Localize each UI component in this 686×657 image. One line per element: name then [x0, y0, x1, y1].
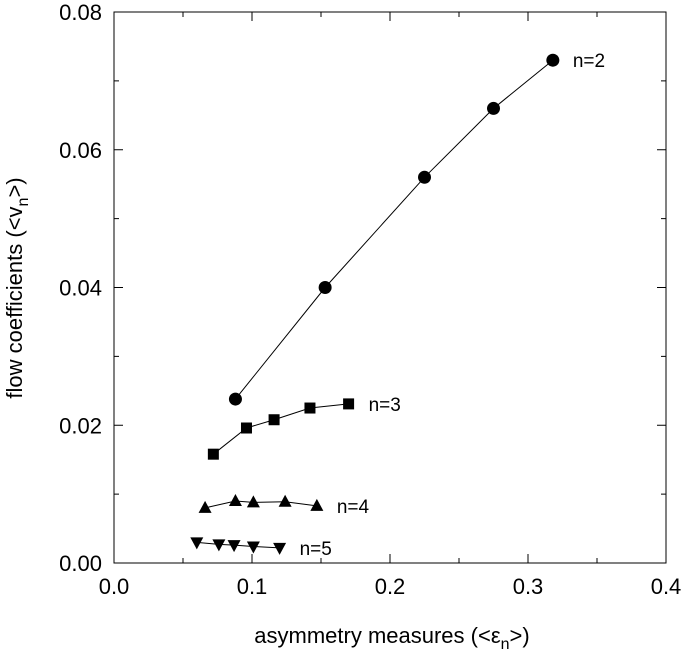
series-layer: [190, 53, 560, 555]
plot-frame: [113, 11, 667, 564]
data-point-triangle-down: [246, 541, 260, 554]
x-axis-title: asymmetry measures (<εn>): [254, 623, 529, 653]
labels-layer: n=2 n=3 n=4n=5: [300, 51, 605, 560]
data-point-square: [207, 448, 219, 460]
data-point-triangle-down: [190, 537, 204, 550]
data-point-circle: [228, 392, 242, 406]
x-axis-title-suffix: >): [510, 623, 530, 648]
y-axis-title-suffix: >): [2, 177, 27, 197]
series-label-n4: n=4: [337, 497, 370, 518]
data-point-triangle-up: [198, 500, 212, 513]
x-tick-label: 0.4: [651, 574, 682, 599]
data-point-triangle-up: [246, 495, 260, 508]
x-tick-label: 0.3: [513, 574, 544, 599]
data-point-triangle-up: [228, 494, 242, 507]
series-line-n4: [204, 500, 317, 509]
series-line-n3: [213, 403, 349, 455]
data-point-triangle-down: [227, 540, 241, 553]
data-point-circle: [318, 281, 332, 294]
x-axis-title-prefix: asymmetry measures (<: [254, 623, 491, 648]
data-point-triangle-up: [310, 498, 324, 511]
x-axis-title-symbol: ε: [491, 623, 501, 648]
data-point-circle: [418, 170, 431, 184]
series-label-n2: n=2: [573, 51, 605, 72]
y-axis-title: flow coefficients (<vn>): [2, 177, 32, 398]
data-point-circle: [546, 53, 560, 67]
y-axis-title-subscript: n: [15, 198, 32, 207]
x-tick-label: 0.2: [375, 574, 406, 599]
y-axis-title-prefix: flow coefficients (<: [2, 217, 27, 398]
series-label-n3: n=3: [369, 395, 401, 416]
x-tick-label: 0.1: [237, 574, 268, 599]
x-axis-title-subscript: n: [501, 636, 510, 653]
series-label-n5: n=5: [300, 539, 332, 560]
y-tick-label: 0.08: [59, 0, 102, 25]
data-point-square: [343, 398, 355, 410]
y-tick-label: 0.06: [59, 138, 102, 163]
data-point-square: [268, 414, 280, 426]
y-tick-label: 0.00: [59, 551, 102, 576]
data-point-circle: [487, 101, 500, 115]
y-axis-title-symbol: v: [2, 206, 27, 217]
data-point-triangle-up: [278, 494, 292, 507]
data-point-triangle-down: [212, 539, 226, 552]
series-line-n2: [235, 59, 554, 400]
x-tick-label: 0.0: [99, 574, 130, 599]
data-point-square: [240, 422, 252, 434]
data-point-triangle-down: [273, 542, 287, 555]
data-point-square: [304, 402, 316, 414]
ticks: 0.0 0.1 0.2 0.3 0.4 0.00 0.02 0.04 0.06 0.08: [59, 0, 681, 599]
y-tick-label: 0.04: [59, 276, 102, 301]
y-tick-label: 0.02: [59, 413, 102, 438]
